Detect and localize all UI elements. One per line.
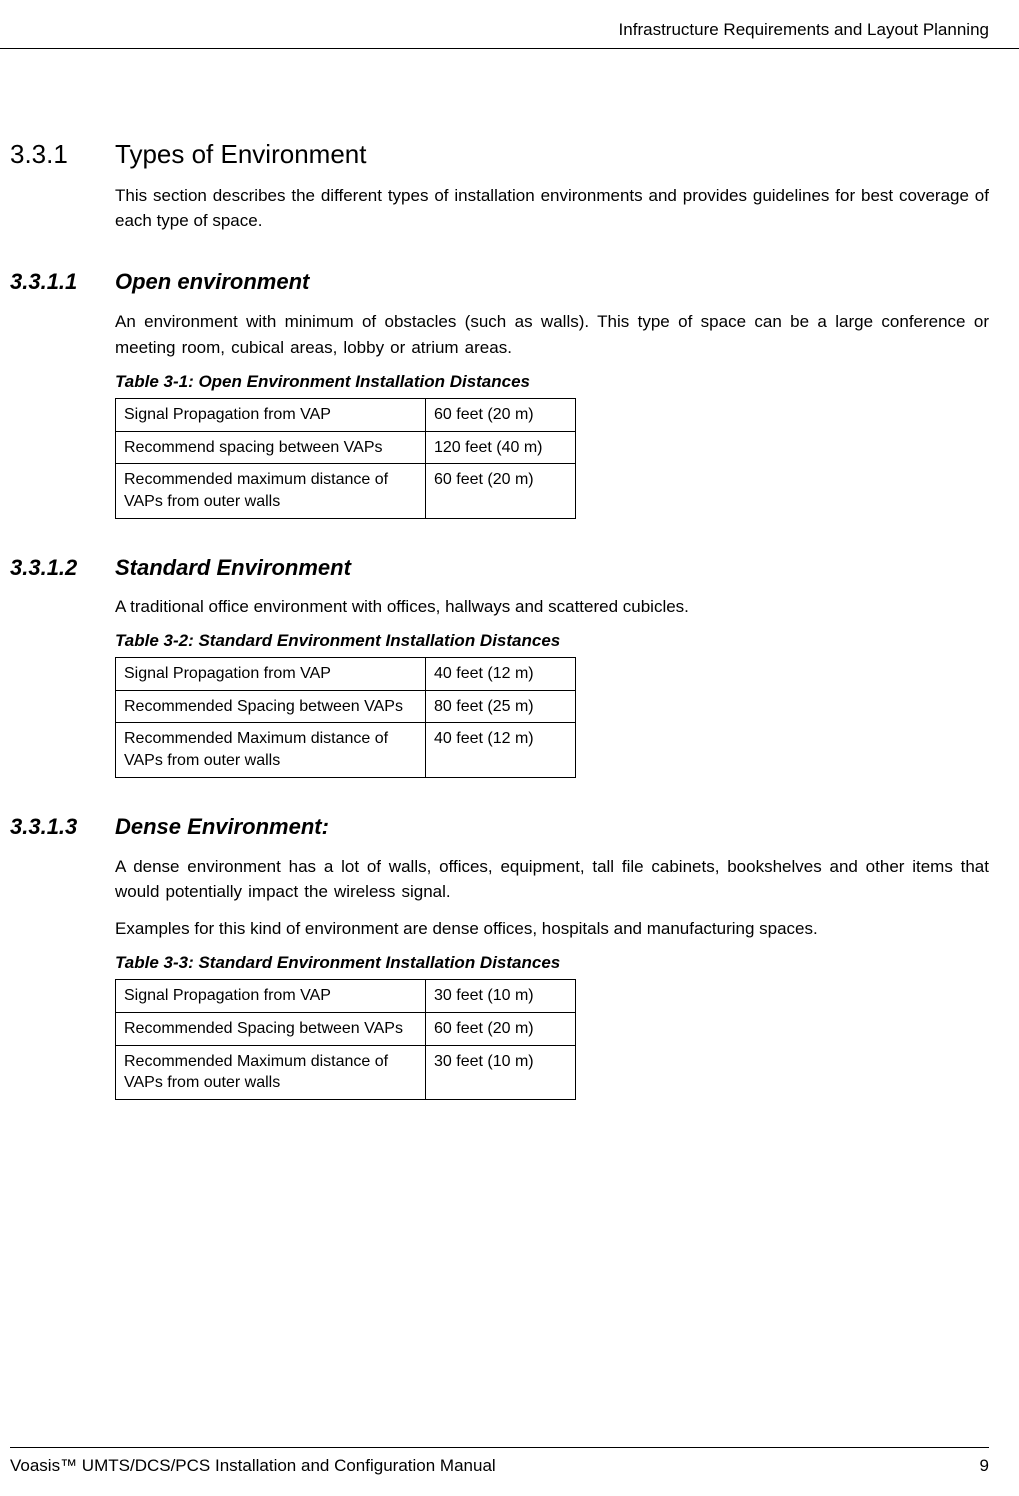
- table-cell: 40 feet (12 m): [426, 723, 576, 777]
- table-cell: 40 feet (12 m): [426, 658, 576, 691]
- table-cell: 120 feet (40 m): [426, 431, 576, 464]
- table-row: Recommend spacing between VAPs 120 feet …: [116, 431, 576, 464]
- distance-table: Signal Propagation from VAP 30 feet (10 …: [115, 979, 576, 1099]
- distance-table: Signal Propagation from VAP 40 feet (12 …: [115, 657, 576, 777]
- table-cell: 60 feet (20 m): [426, 1012, 576, 1045]
- subsection-title: Dense Environment:: [115, 814, 329, 840]
- table-cell: 60 feet (20 m): [426, 399, 576, 432]
- page-header: Infrastructure Requirements and Layout P…: [0, 0, 1019, 49]
- distance-table: Signal Propagation from VAP 60 feet (20 …: [115, 398, 576, 518]
- table-row: Signal Propagation from VAP 40 feet (12 …: [116, 658, 576, 691]
- table-cell: 80 feet (25 m): [426, 690, 576, 723]
- table-caption: Table 3-2: Standard Environment Installa…: [115, 631, 989, 651]
- footer-page-number: 9: [980, 1456, 989, 1476]
- table-cell: Recommended Maximum distance of VAPs fro…: [116, 723, 426, 777]
- subsection-heading: 3.3.1.3 Dense Environment:: [10, 814, 989, 840]
- section-heading: 3.3.1 Types of Environment: [10, 139, 989, 170]
- table-caption: Table 3-1: Open Environment Installation…: [115, 372, 989, 392]
- table-row: Recommended Maximum distance of VAPs fro…: [116, 1045, 576, 1099]
- subsection-number: 3.3.1.2: [10, 555, 115, 581]
- table-cell: Signal Propagation from VAP: [116, 658, 426, 691]
- subsection-number: 3.3.1.3: [10, 814, 115, 840]
- table-row: Recommended maximum distance of VAPs fro…: [116, 464, 576, 518]
- header-title: Infrastructure Requirements and Layout P…: [619, 20, 989, 39]
- subsection-title: Open environment: [115, 269, 309, 295]
- subsection-number: 3.3.1.1: [10, 269, 115, 295]
- footer-manual-title: Voasis™ UMTS/DCS/PCS Installation and Co…: [10, 1456, 496, 1476]
- table-cell: Recommended maximum distance of VAPs fro…: [116, 464, 426, 518]
- table-row: Recommended Spacing between VAPs 80 feet…: [116, 690, 576, 723]
- table-cell: 30 feet (10 m): [426, 1045, 576, 1099]
- table-cell: 60 feet (20 m): [426, 464, 576, 518]
- subsection-paragraph: An environment with minimum of obstacles…: [115, 309, 989, 360]
- table-caption: Table 3-3: Standard Environment Installa…: [115, 953, 989, 973]
- table-cell: 30 feet (10 m): [426, 980, 576, 1013]
- table-cell: Signal Propagation from VAP: [116, 980, 426, 1013]
- subsection-paragraph: A dense environment has a lot of walls, …: [115, 854, 989, 905]
- subsection-title: Standard Environment: [115, 555, 351, 581]
- table-cell: Recommended Spacing between VAPs: [116, 690, 426, 723]
- section-intro: This section describes the different typ…: [115, 184, 989, 233]
- page-footer: Voasis™ UMTS/DCS/PCS Installation and Co…: [10, 1447, 989, 1476]
- section-number: 3.3.1: [10, 139, 115, 170]
- table-cell: Recommended Spacing between VAPs: [116, 1012, 426, 1045]
- table-cell: Signal Propagation from VAP: [116, 399, 426, 432]
- subsection-paragraph: A traditional office environment with of…: [115, 595, 989, 620]
- table-row: Signal Propagation from VAP 60 feet (20 …: [116, 399, 576, 432]
- table-row: Recommended Spacing between VAPs 60 feet…: [116, 1012, 576, 1045]
- section-title: Types of Environment: [115, 139, 366, 170]
- subsection-paragraph: Examples for this kind of environment ar…: [115, 917, 989, 942]
- table-cell: Recommended Maximum distance of VAPs fro…: [116, 1045, 426, 1099]
- page-content: 3.3.1 Types of Environment This section …: [0, 139, 1019, 1100]
- subsection-heading: 3.3.1.2 Standard Environment: [10, 555, 989, 581]
- subsection-heading: 3.3.1.1 Open environment: [10, 269, 989, 295]
- table-row: Signal Propagation from VAP 30 feet (10 …: [116, 980, 576, 1013]
- table-cell: Recommend spacing between VAPs: [116, 431, 426, 464]
- table-row: Recommended Maximum distance of VAPs fro…: [116, 723, 576, 777]
